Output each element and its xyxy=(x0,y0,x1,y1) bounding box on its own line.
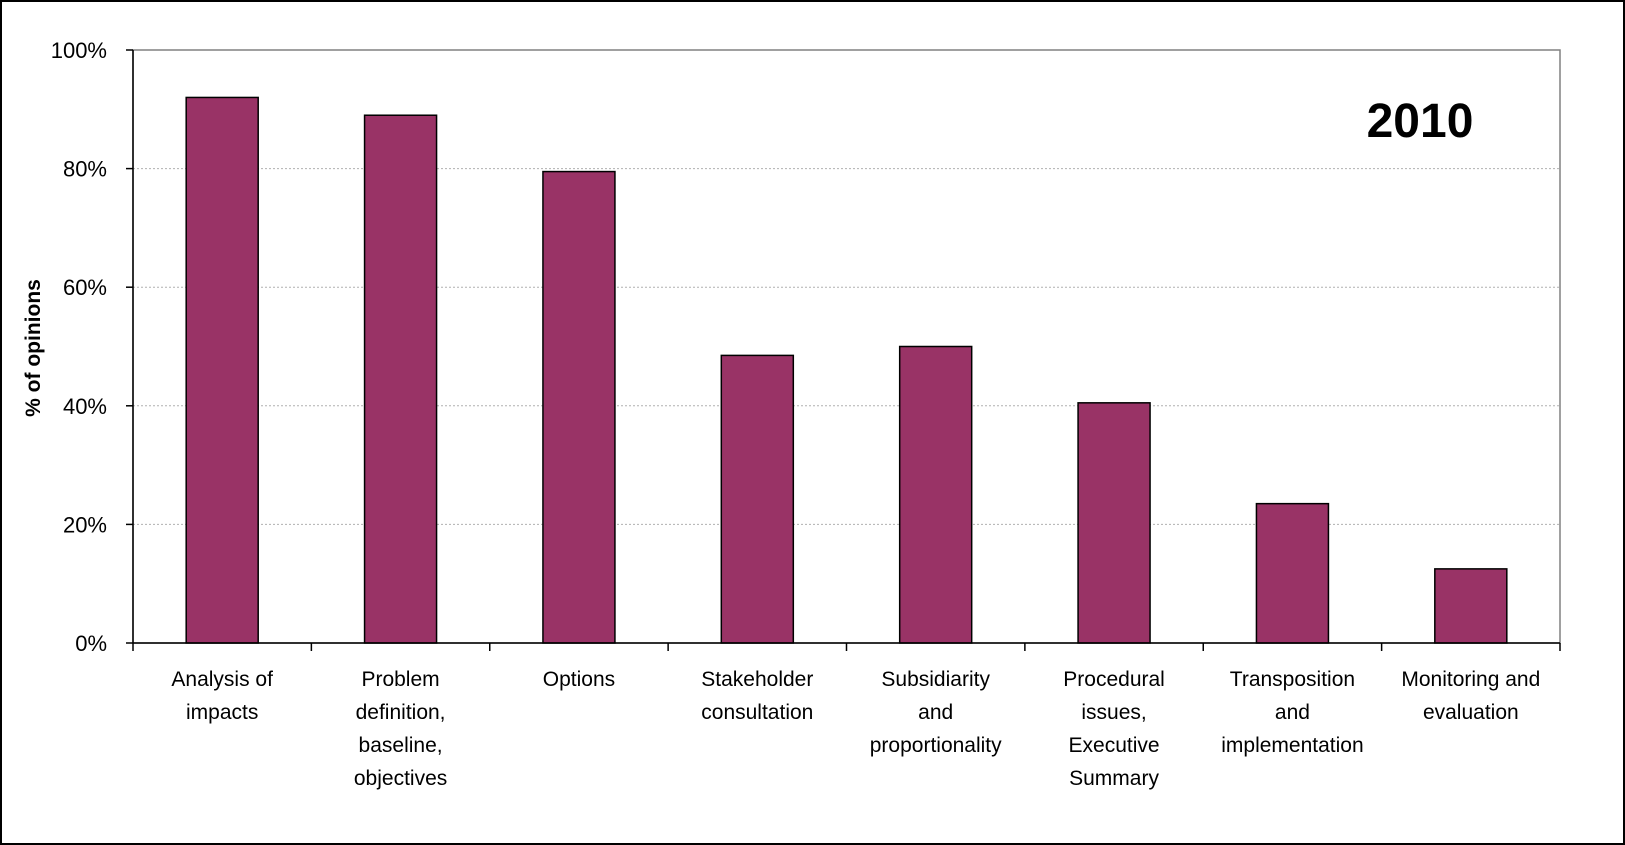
x-tick-label-line: and xyxy=(1275,701,1310,724)
bar-4 xyxy=(720,354,795,644)
x-tick-label-line: Procedural xyxy=(1063,668,1165,691)
x-tick-labels: Analysis of impacts Problem definition, base… xyxy=(171,668,1540,790)
x-tick-label-line: issues, xyxy=(1081,701,1146,724)
axes xyxy=(126,49,1561,651)
x-tick-label-line: implementation xyxy=(1221,734,1363,757)
x-tick-label-line: Monitoring and xyxy=(1401,668,1540,691)
y-tick-label: 100% xyxy=(51,38,107,63)
x-tick-label-line: and xyxy=(918,701,953,724)
x-tick-label-line: evaluation xyxy=(1423,701,1519,724)
x-tick-label-line: definition, xyxy=(356,701,446,724)
bars xyxy=(185,96,1508,644)
x-tick-label: Problem definition, baseline, objectives xyxy=(354,668,447,790)
x-tick-label-line: proportionality xyxy=(870,734,1002,757)
y-tick-label: 60% xyxy=(63,275,107,300)
x-tick-label-line: baseline, xyxy=(359,734,443,757)
x-tick-label: Analysis of impacts xyxy=(171,668,273,724)
bar-2 xyxy=(363,114,438,644)
y-axis-label: % of opinions xyxy=(22,279,45,417)
bar-5 xyxy=(898,345,973,644)
x-tick-label-line: objectives xyxy=(354,767,447,790)
x-tick-label: Transposition and implementation xyxy=(1221,668,1363,757)
y-tick-labels: 0% 20% 40% 60% 80% 100% xyxy=(51,38,107,656)
x-tick-label-line: consultation xyxy=(701,701,813,724)
x-tick-label: Monitoring and evaluation xyxy=(1401,668,1540,724)
x-tick-label-line: impacts xyxy=(186,701,258,724)
y-tick-label: 0% xyxy=(75,631,107,656)
bar-8 xyxy=(1434,568,1508,644)
bar-3 xyxy=(542,170,616,644)
bar-1 xyxy=(185,96,259,644)
x-tick-label-line: Analysis of xyxy=(171,668,273,691)
x-tick-label-line: Problem xyxy=(361,668,439,691)
x-tick-label: Options xyxy=(543,668,615,691)
x-tick-label: Procedural issues, Executive Summary xyxy=(1063,668,1165,790)
x-tick-label-line: Transposition xyxy=(1230,668,1355,691)
x-tick-label-line: Subsidiarity xyxy=(881,668,990,691)
bar-7 xyxy=(1255,502,1330,644)
x-tick-label: Subsidiarity and proportionality xyxy=(870,668,1002,757)
y-tick-label: 80% xyxy=(63,157,107,182)
bar-6 xyxy=(1077,402,1151,644)
chart-title: 2010 xyxy=(1367,95,1474,148)
y-tick-label: 40% xyxy=(63,394,107,419)
x-tick-label: Stakeholder consultation xyxy=(701,668,813,724)
x-tick-label-line: Executive xyxy=(1069,734,1160,757)
x-tick-label-line: Stakeholder xyxy=(701,668,813,691)
y-tick-label: 20% xyxy=(63,512,107,537)
x-tick-label-line: Summary xyxy=(1069,767,1159,790)
x-tick-label-line: Options xyxy=(543,668,615,691)
